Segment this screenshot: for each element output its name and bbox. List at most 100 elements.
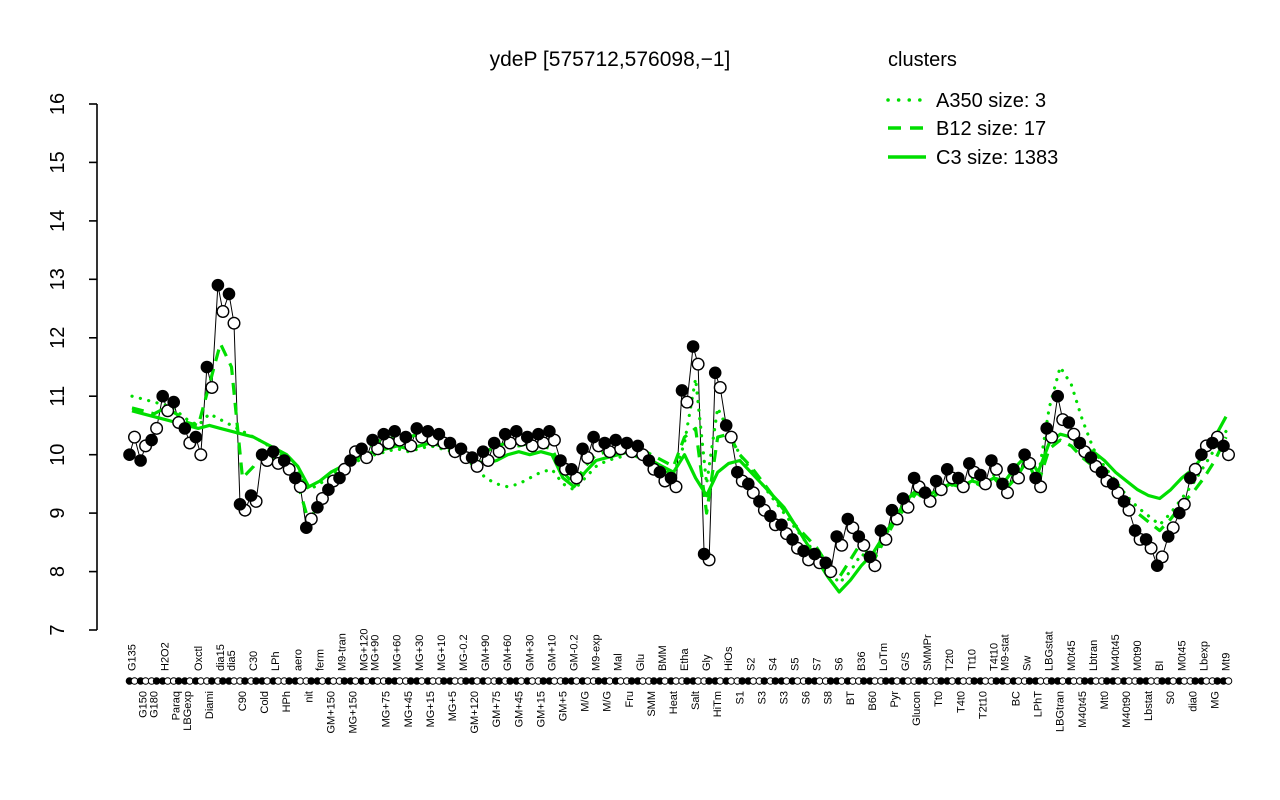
x-axis-label: GM+5 (558, 691, 570, 721)
x-axis-label: T4t10 (988, 643, 1000, 671)
x-axis-label: Glu (635, 654, 647, 671)
data-point-filled (421, 425, 435, 438)
x-axis-label: MG+60 (392, 635, 404, 671)
x-axis-label: MG+75 (381, 691, 393, 727)
data-point-filled (1018, 448, 1031, 462)
x-axis-label: SMMPr (922, 634, 934, 671)
x-axis-label: GM+60 (502, 635, 514, 671)
x-axis-label: S0 (1165, 691, 1177, 704)
data-point-filled (1161, 530, 1175, 543)
data-point-filled (498, 427, 512, 441)
data-point-filled (487, 436, 501, 450)
x-axis-label: LoTm (878, 643, 890, 671)
x-axis-label: G180 (149, 691, 161, 718)
x-axis-label: M0t45 (1176, 640, 1188, 671)
data-point-filled (366, 433, 379, 447)
data-point-filled (874, 524, 888, 537)
data-point-filled (841, 512, 855, 526)
x-axis-label: GM-0.2 (569, 634, 581, 671)
data-point-filled (764, 509, 777, 523)
x-axis-label: B36 (856, 651, 868, 671)
x-axis-label: Lbtran (1088, 640, 1100, 671)
data-point-filled (532, 427, 545, 441)
x-axis-label: S2 (745, 658, 757, 671)
data-point-filled (222, 287, 236, 301)
data-point-filled (565, 463, 578, 476)
x-axis-label: Lbexp (1198, 641, 1210, 671)
x-axis-label: M0t90 (1132, 640, 1144, 671)
x-axis-label: GM+45 (513, 691, 525, 727)
data-point-filled (753, 495, 766, 508)
x-axis-label: MG+30 (414, 635, 426, 671)
data-point-filled (167, 395, 180, 409)
x-axis-label: GM+90 (480, 635, 492, 671)
x-axis-label: HiTm (712, 691, 724, 717)
data-point-open (216, 305, 230, 319)
data-point-filled (277, 454, 291, 467)
data-point-filled (123, 448, 136, 462)
x-axis-label: M9-stat (1000, 634, 1012, 671)
x-axis-label: MG+10 (436, 635, 448, 671)
cluster-line-a350 (130, 365, 1228, 585)
x-axis-label: nit (303, 691, 315, 703)
x-axis-label: BMM (657, 645, 669, 671)
y-axis-tick-label: 8 (47, 566, 69, 577)
data-point-filled (322, 483, 335, 497)
data-point-filled (1106, 477, 1120, 491)
x-axis-label: Gly (701, 654, 713, 671)
x-axis-label: dia0 (1187, 691, 1199, 712)
data-point-filled (631, 439, 645, 453)
data-point-filled (443, 436, 457, 450)
x-axis-label: dia5 (226, 650, 238, 671)
data-point-filled (1195, 448, 1208, 462)
x-axis-label: S8 (823, 691, 835, 704)
x-axis-label: dia15 (215, 644, 227, 671)
data-point-filled (885, 503, 899, 517)
data-point-filled (1084, 451, 1098, 464)
x-axis-label: Diami (204, 691, 216, 719)
data-point-filled (587, 430, 600, 444)
x-axis-label: M40t90 (1121, 691, 1133, 728)
x-axis-label: M/G (580, 691, 592, 712)
data-point-filled (642, 454, 656, 467)
x-axis-label: Salt (690, 691, 702, 710)
data-point-filled (1051, 389, 1064, 403)
data-point-filled (598, 436, 612, 450)
data-point-filled (510, 425, 523, 438)
x-axis-label: S6 (801, 691, 813, 704)
x-axis-label: G/S (900, 652, 912, 671)
x-axis-label: MG+150 (348, 691, 360, 734)
data-point-open (161, 404, 175, 418)
data-point-filled (554, 454, 567, 467)
data-point-filled (1007, 463, 1020, 476)
data-point-filled (178, 422, 192, 435)
data-point-filled (653, 465, 667, 479)
data-point-filled (1150, 559, 1164, 573)
legend-label-b12: B12 size: 17 (936, 118, 1046, 140)
data-point-filled (664, 471, 678, 485)
x-axis-label: MG (1209, 691, 1221, 709)
data-point-filled (686, 340, 700, 353)
data-point-filled (863, 550, 877, 564)
x-axis-label: M40t45 (1077, 691, 1089, 728)
x-axis-label: S7 (812, 658, 824, 671)
x-axis-label: BT (845, 691, 857, 705)
x-axis-label: S3 (756, 691, 768, 704)
x-axis-label: S5 (790, 658, 802, 671)
data-point-filled (476, 445, 490, 459)
x-axis-label: Mal (613, 653, 625, 671)
x-axis-label: BC (1011, 691, 1023, 706)
data-point-open (1067, 427, 1081, 441)
y-axis-tick-label: 15 (47, 151, 69, 173)
data-point-filled (388, 425, 402, 438)
data-point-filled (1206, 436, 1219, 450)
x-axis-label: Etha (679, 647, 691, 671)
data-point-filled (620, 436, 634, 450)
data-point-open (150, 421, 164, 435)
x-axis-label: G150 (138, 691, 150, 718)
x-axis-label: GM+75 (491, 691, 503, 727)
data-point-filled (797, 544, 810, 558)
x-axis-label: M40t45 (1110, 634, 1122, 671)
